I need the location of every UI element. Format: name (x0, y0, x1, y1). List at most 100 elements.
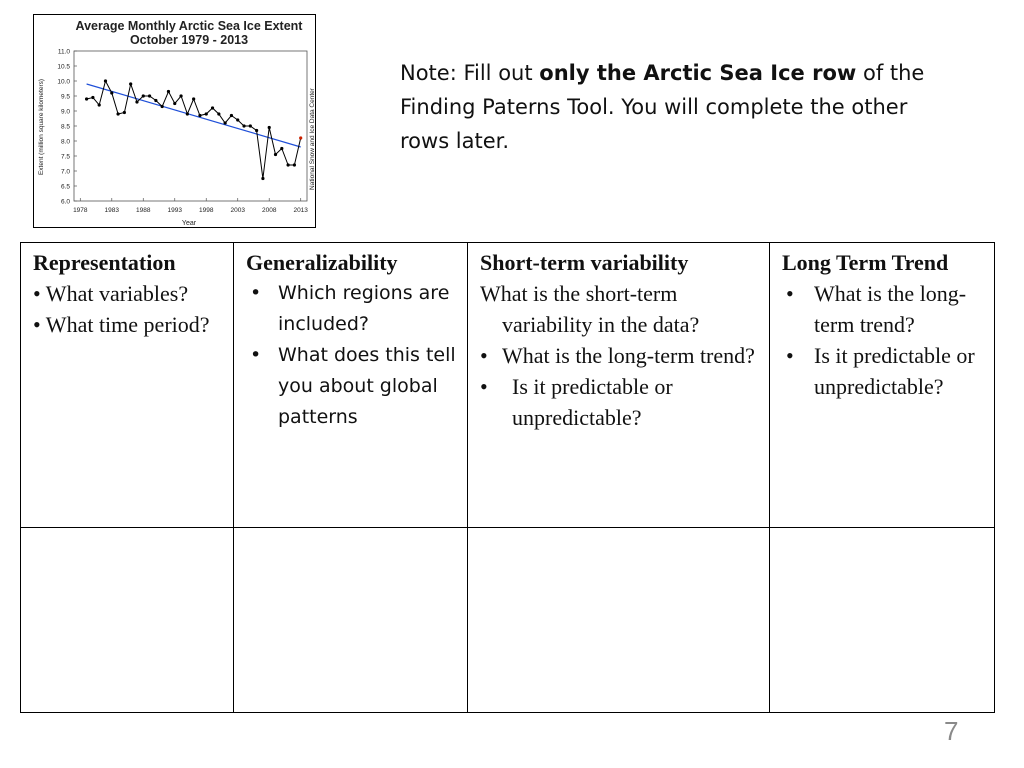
x-tick-label: 1983 (105, 207, 120, 214)
y-tick-label: 7.5 (61, 153, 70, 160)
short-term-header: Short-term variability (480, 250, 689, 275)
data-point (248, 124, 252, 128)
data-point (286, 163, 290, 167)
data-point (273, 152, 278, 157)
short-term-long-trend-text: What is the long-term trend? (502, 343, 755, 368)
x-axis-label: Year (182, 220, 197, 227)
representation-question-variables: • What variables? (33, 281, 189, 306)
representation-question-time: • What time period? (33, 312, 210, 337)
long-term-q2-text: Is it predictable or unpredictable? (814, 343, 975, 399)
source-label: National Snow and Ice Data Center (309, 87, 316, 190)
data-point (185, 112, 189, 116)
data-point (267, 125, 271, 130)
data-point (236, 118, 240, 122)
y-tick-label: 9.0 (61, 108, 70, 115)
chart-subtitle: October 1979 - 2013 (130, 33, 248, 47)
data-point (198, 113, 202, 118)
short-term-question-line2: variability in the data? (502, 312, 700, 337)
y-tick-label: 9.5 (61, 93, 70, 100)
note-suffix: of the Finding Paterns Tool. You will co… (400, 61, 925, 153)
data-point (210, 106, 215, 110)
long-term-question-predictable: • Is it predictable or unpredictable? (782, 340, 986, 402)
bullet: • (250, 344, 262, 366)
data-point (179, 94, 183, 98)
x-tick-label: 1998 (199, 207, 214, 214)
data-point (192, 97, 196, 101)
bullet: • (480, 374, 488, 399)
page-number: 7 (944, 716, 959, 746)
data-point (116, 112, 120, 116)
long-term-header: Long Term Trend (782, 250, 949, 275)
data-point (84, 97, 89, 101)
data-point (129, 82, 133, 86)
data-point (97, 103, 101, 107)
chart-svg: Average Monthly Arctic Sea Ice Extent Oc… (38, 19, 316, 227)
data-point (223, 121, 227, 125)
sea-ice-chart: Average Monthly Arctic Sea Ice Extent Oc… (33, 14, 316, 228)
bullet: • (786, 281, 794, 306)
short-term-cell: Short-term variability What is the short… (467, 242, 770, 528)
bullet: • (480, 343, 488, 368)
x-tick-label: 1978 (73, 207, 88, 214)
instruction-note: Note: Fill out only the Arctic Sea Ice r… (400, 56, 930, 158)
data-point (160, 104, 164, 109)
data-point (122, 110, 126, 115)
y-tick-label: 6.5 (61, 183, 70, 190)
data-point (166, 89, 171, 94)
short-term-question-long-trend: • What is the long-term trend? (480, 340, 761, 371)
answer-cell-representation[interactable] (20, 527, 234, 713)
generalizability-question-global: • What does this tell you about global pa… (246, 340, 459, 433)
generalizability-q1-text: Which regions are included? (278, 282, 450, 335)
x-tick-label: 1988 (136, 207, 151, 214)
y-tick-label: 10.0 (57, 78, 70, 85)
long-term-q1-text: What is the long-term trend? (814, 281, 967, 337)
note-prefix: Note: Fill out (400, 61, 540, 85)
data-point (217, 112, 221, 116)
generalizability-header: Generalizability (246, 250, 398, 275)
long-term-question-trend: • What is the long-term trend? (782, 278, 986, 340)
y-axis-label: Extent (million square kilometers) (38, 79, 45, 175)
chart-title: Average Monthly Arctic Sea Ice Extent (76, 19, 304, 33)
data-point (280, 146, 284, 151)
data-point (299, 136, 303, 140)
data-point (147, 94, 152, 98)
x-tick-label: 2013 (293, 207, 308, 214)
data-point (204, 112, 208, 116)
note-emphasis: only the Arctic Sea Ice row (539, 61, 857, 85)
answer-cell-generalizability[interactable] (233, 527, 468, 713)
header-row: Representation • What variables? • What … (20, 242, 995, 528)
representation-cell: Representation • What variables? • What … (20, 242, 234, 528)
data-point (255, 128, 259, 133)
x-tick-label: 2003 (230, 207, 245, 214)
generalizability-cell: Generalizability • Which regions are incl… (233, 242, 468, 528)
y-tick-label: 10.5 (57, 63, 70, 70)
y-tick-label: 6.0 (61, 198, 70, 205)
data-point (292, 163, 297, 167)
trend-line (86, 83, 301, 148)
data-point (154, 98, 158, 103)
plot-frame (73, 50, 308, 202)
y-tick-label: 8.0 (61, 138, 70, 145)
long-term-cell: Long Term Trend • What is the long-term t… (769, 242, 995, 528)
data-point (229, 113, 234, 118)
data-point (242, 124, 246, 128)
data-point (91, 95, 95, 100)
data-point (141, 94, 145, 98)
data-point (173, 101, 177, 106)
representation-header: Representation (33, 250, 176, 275)
data-point (103, 79, 108, 83)
data-line (86, 79, 302, 179)
bullet: • (786, 343, 794, 368)
answer-cell-short-term[interactable] (467, 527, 770, 713)
data-point (261, 176, 265, 181)
short-term-question-line1: What is the short-term (480, 281, 678, 306)
x-tick-label: 1993 (168, 207, 183, 214)
generalizability-question-regions: • Which regions are included? (246, 278, 459, 340)
y-tick-label: 8.5 (61, 123, 70, 130)
data-point (135, 100, 139, 104)
bullet: • (250, 282, 262, 304)
answer-cell-long-term[interactable] (769, 527, 995, 713)
y-tick-label: 7.0 (61, 168, 70, 175)
generalizability-q2-text: What does this tell you about global pat… (278, 344, 456, 428)
arctic-sea-ice-row (20, 527, 995, 713)
